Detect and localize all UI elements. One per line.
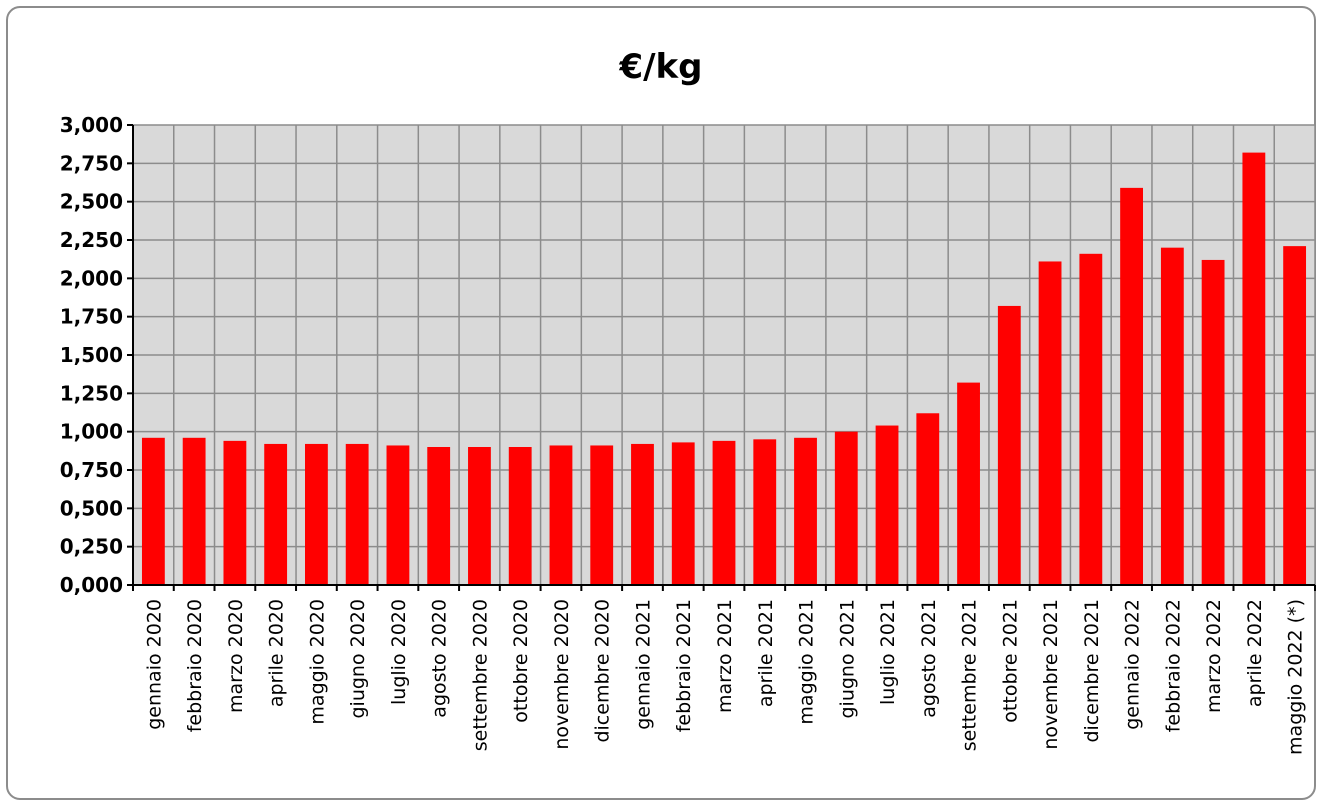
x-tick-label: maggio 2020 [306,599,328,725]
y-tick-label: 2,500 [60,190,123,214]
bar [834,431,858,585]
bar [1201,259,1225,585]
bar [1283,246,1307,585]
bar [957,382,980,585]
x-tick-label: ottobre 2021 [999,599,1021,723]
bar [345,443,369,585]
bar [916,413,940,585]
bar [468,447,491,585]
y-tick-label: 0,250 [60,535,123,559]
x-tick-label: febbraio 2020 [184,599,206,732]
y-tick-label: 0,000 [60,573,123,597]
y-tick-label: 1,000 [60,420,123,444]
x-tick-label: giugno 2020 [347,599,369,719]
y-tick-label: 1,750 [60,305,123,329]
y-tick-label: 0,750 [60,458,123,482]
x-tick-label: settembre 2021 [959,599,981,751]
bar [997,305,1021,585]
bar [305,443,328,585]
x-tick-label: agosto 2021 [918,599,940,718]
axes [127,124,1316,591]
y-tick-label: 2,750 [60,151,123,175]
bar [794,437,817,585]
y-tick-label: 2,250 [60,228,123,252]
x-tick-label: aprile 2020 [266,599,288,707]
bar [590,445,614,585]
x-tick-label: maggio 2022 (*) [1285,599,1307,755]
bar [1242,152,1266,585]
bar [875,425,899,585]
bar [1079,253,1103,586]
y-tick-label: 2,000 [60,266,123,290]
bar [671,442,695,585]
bar [1038,261,1062,585]
x-tick-label: giugno 2021 [836,599,858,719]
y-tick-label: 0,500 [60,496,123,520]
bar [427,447,451,585]
bars [141,152,1307,586]
x-tick-label: febbraio 2022 [1162,599,1184,732]
x-tick-label: marzo 2020 [225,599,247,713]
x-tick-label: gennaio 2022 [1122,599,1144,730]
x-tick-label: ottobre 2020 [510,599,532,723]
y-tick-label: 1,250 [60,381,123,405]
bar [386,445,410,585]
bar [182,437,206,585]
y-tick-label: 1,500 [60,343,123,367]
x-tick-label: luglio 2021 [877,599,899,705]
x-tick-label: marzo 2022 [1203,599,1225,713]
x-tick-label: luglio 2020 [388,599,410,705]
bar [753,439,777,585]
bar [712,440,736,585]
x-tick-label: novembre 2020 [551,599,573,750]
bar [508,447,532,585]
x-tick-label: aprile 2021 [755,599,777,707]
bar [1160,247,1184,585]
x-tick-label: febbraio 2021 [673,599,695,732]
y-axis-ticks: 0,000 0,250 0,500 0,750 1,000 1,250 1,500 1,750… [60,113,123,597]
bar [549,445,573,585]
grid-lines [132,124,1316,586]
x-tick-label: novembre 2021 [1040,599,1062,750]
x-tick-label: dicembre 2021 [1081,599,1103,743]
x-tick-label: aprile 2022 [1244,599,1266,707]
bar [631,443,654,585]
x-tick-label: settembre 2020 [469,599,491,751]
chart-title: €/kg [618,47,702,87]
x-tick-label: dicembre 2020 [592,599,614,743]
bar [141,437,165,585]
bar [264,443,288,585]
x-tick-label: agosto 2020 [429,599,451,718]
x-tick-label: gennaio 2021 [632,599,654,730]
bar [1120,187,1143,585]
x-tick-label: marzo 2021 [714,599,736,713]
bar [223,440,247,585]
x-tick-label: gennaio 2020 [143,599,165,730]
x-axis-ticks: gennaio 2020 febbraio 2020 marzo 2020 april… [143,599,1306,755]
x-tick-label: maggio 2021 [796,599,818,725]
y-tick-label: 3,000 [60,113,123,137]
